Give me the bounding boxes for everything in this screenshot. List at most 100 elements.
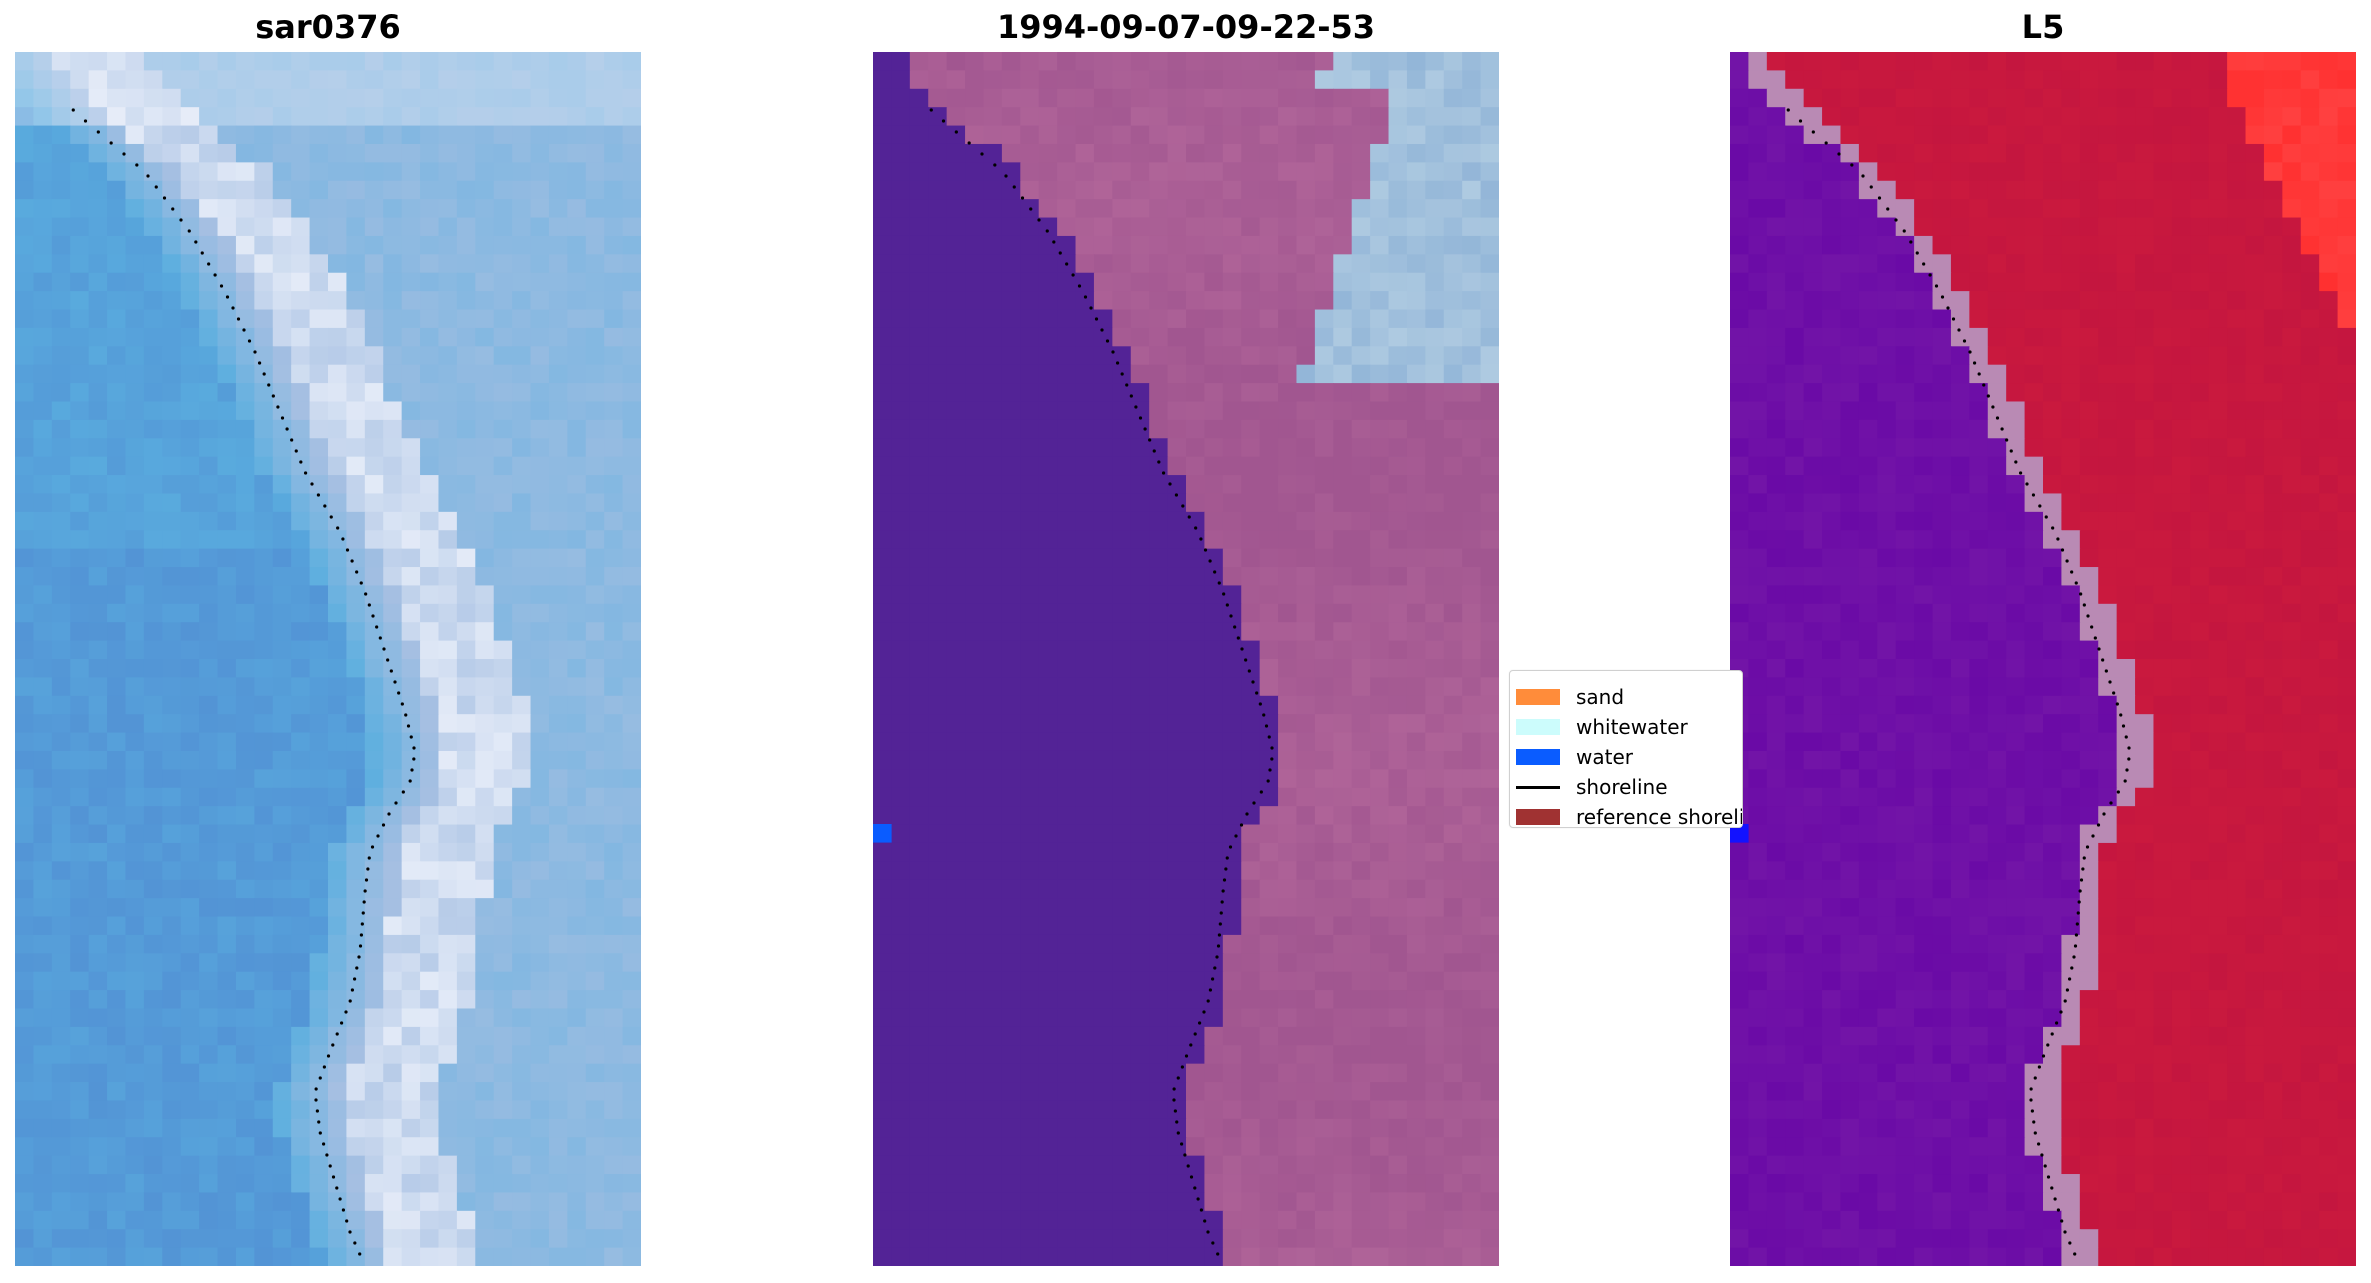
pixel <box>1333 475 1353 495</box>
pixel <box>328 898 348 918</box>
pixel <box>1057 199 1077 219</box>
pixel <box>328 217 348 237</box>
pixel <box>1406 879 1426 899</box>
pixel <box>983 1118 1003 1138</box>
pixel <box>1075 861 1095 881</box>
pixel <box>456 695 476 715</box>
pixel <box>512 953 532 973</box>
pixel <box>51 1192 71 1212</box>
shoreline-dot <box>285 427 289 431</box>
pixel <box>401 52 421 71</box>
pixel <box>15 162 35 182</box>
pixel <box>1130 88 1150 108</box>
pixel <box>456 916 476 936</box>
pixel <box>2245 143 2265 163</box>
pixel <box>328 567 348 587</box>
pixel <box>162 143 182 163</box>
pixel <box>928 567 948 587</box>
pixel <box>1296 143 1316 163</box>
pixel <box>512 659 532 678</box>
pixel <box>1130 806 1150 826</box>
pixel <box>383 953 403 973</box>
pixel <box>567 383 587 403</box>
pixel <box>1149 272 1169 292</box>
pixel <box>2171 162 2191 182</box>
pixel <box>309 364 329 384</box>
pixel <box>1351 419 1371 439</box>
pixel <box>983 107 1003 127</box>
pixel <box>235 125 255 145</box>
pixel <box>272 953 292 973</box>
pixel <box>1259 1008 1279 1028</box>
pixel <box>1038 659 1058 678</box>
pixel <box>1278 842 1298 862</box>
pixel <box>456 493 476 513</box>
pixel <box>383 603 403 623</box>
pixel <box>1406 235 1426 255</box>
pixel <box>1186 52 1206 71</box>
pixel <box>1093 990 1113 1010</box>
pixel <box>530 493 550 513</box>
pixel <box>33 971 53 991</box>
pixel <box>438 364 458 384</box>
pixel <box>309 162 329 182</box>
pixel <box>1296 88 1316 108</box>
pixel <box>530 254 550 274</box>
pixel <box>33 438 53 458</box>
pixel <box>1259 1229 1279 1249</box>
pixel <box>401 769 421 789</box>
pixel <box>530 180 550 200</box>
pixel <box>309 934 329 954</box>
pixel <box>1462 180 1482 200</box>
pixel <box>2098 88 2118 108</box>
pixel <box>456 934 476 954</box>
pixel <box>383 254 403 274</box>
pixel <box>291 1026 311 1046</box>
pixel <box>1186 603 1206 623</box>
pixel <box>1278 217 1298 237</box>
pixel <box>1167 530 1187 550</box>
pixel <box>530 1100 550 1120</box>
pixel <box>1130 1100 1150 1120</box>
pixel <box>1020 622 1040 642</box>
pixel <box>2319 52 2339 71</box>
pixel <box>1296 842 1316 862</box>
pixel <box>346 438 366 458</box>
pixel <box>873 1045 893 1065</box>
pixel <box>1186 309 1206 329</box>
shoreline-dot <box>207 262 211 266</box>
pixel <box>928 971 948 991</box>
pixel <box>1167 1008 1187 1028</box>
pixel <box>15 787 35 807</box>
pixel <box>1130 438 1150 458</box>
pixel <box>909 842 929 862</box>
pixel <box>328 456 348 476</box>
pixel <box>383 199 403 219</box>
pixel <box>1057 125 1077 145</box>
pixel <box>1914 162 1934 182</box>
pixel <box>1425 953 1445 973</box>
shoreline-dot <box>350 988 354 992</box>
pixel <box>254 438 274 458</box>
pixel <box>1075 52 1095 71</box>
pixel <box>1112 750 1132 770</box>
pixel <box>873 861 893 881</box>
pixel <box>983 530 1003 550</box>
pixel <box>15 291 35 311</box>
pixel <box>456 1137 476 1157</box>
pixel <box>1038 640 1058 660</box>
pixel <box>1425 879 1445 899</box>
pixel <box>33 143 53 163</box>
pixel <box>1278 1210 1298 1230</box>
pixel <box>585 88 605 108</box>
pixel <box>1020 1137 1040 1157</box>
pixel <box>1020 934 1040 954</box>
pixel <box>1351 162 1371 182</box>
pixel <box>1877 52 1897 71</box>
pixel <box>15 346 35 366</box>
pixel <box>946 567 966 587</box>
pixel <box>1462 1082 1482 1102</box>
pixel <box>180 1247 200 1266</box>
pixel <box>1370 622 1390 642</box>
pixel <box>2098 125 2118 145</box>
